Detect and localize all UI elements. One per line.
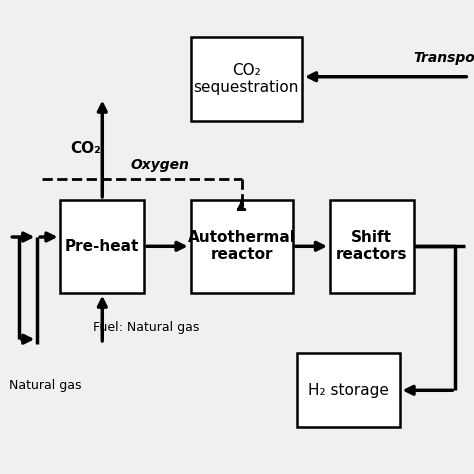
- Text: Fuel: Natural gas: Fuel: Natural gas: [93, 321, 200, 334]
- Text: Natural gas: Natural gas: [9, 379, 82, 392]
- Text: Transport: Transport: [413, 51, 474, 65]
- Bar: [61, 200, 144, 293]
- Bar: [297, 353, 400, 428]
- Text: Pre-heat: Pre-heat: [65, 239, 139, 254]
- Bar: [191, 200, 293, 293]
- Text: Autothermal
reactor: Autothermal reactor: [188, 230, 296, 263]
- Bar: [191, 37, 302, 121]
- Bar: [330, 200, 413, 293]
- Text: Oxygen: Oxygen: [130, 158, 189, 172]
- Text: CO₂: CO₂: [70, 141, 100, 156]
- Text: Shift
reactors: Shift reactors: [336, 230, 408, 263]
- Text: CO₂
sequestration: CO₂ sequestration: [193, 63, 299, 95]
- Text: H₂ storage: H₂ storage: [308, 383, 389, 398]
